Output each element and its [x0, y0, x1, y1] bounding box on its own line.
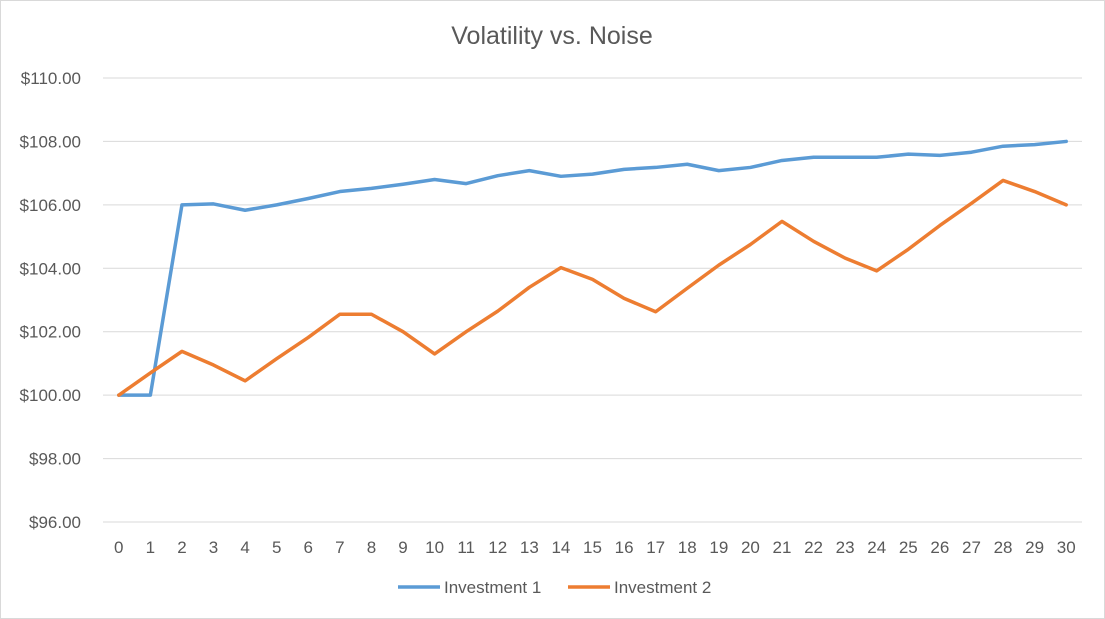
- x-tick-label: 5: [272, 538, 281, 557]
- y-tick-label: $108.00: [20, 132, 81, 151]
- legend-label-1: Investment 1: [444, 578, 541, 597]
- y-tick-label: $96.00: [29, 513, 81, 532]
- y-tick-label: $100.00: [20, 386, 81, 405]
- x-tick-label: 0: [114, 538, 123, 557]
- legend: Investment 1 Investment 2: [398, 578, 711, 597]
- x-tick-label: 25: [899, 538, 918, 557]
- x-tick-label: 8: [367, 538, 376, 557]
- x-tick-label: 2: [177, 538, 186, 557]
- chart-title: Volatility vs. Noise: [451, 22, 652, 50]
- x-tick-label: 18: [678, 538, 697, 557]
- y-tick-label: $98.00: [29, 450, 81, 469]
- x-tick-label: 17: [646, 538, 665, 557]
- x-tick-label: 19: [709, 538, 728, 557]
- y-tick-label: $104.00: [20, 259, 81, 278]
- y-tick-label: $102.00: [20, 323, 81, 342]
- x-tick-label: 29: [1025, 538, 1044, 557]
- x-tick-label: 6: [304, 538, 313, 557]
- x-tick-label: 27: [962, 538, 981, 557]
- series-lines: [117, 139, 1068, 397]
- x-tick-label: 23: [836, 538, 855, 557]
- legend-label-2: Investment 2: [614, 578, 711, 597]
- x-tick-label: 14: [551, 538, 570, 557]
- x-tick-label: 20: [741, 538, 760, 557]
- x-tick-label: 3: [209, 538, 218, 557]
- x-tick-label: 28: [994, 538, 1013, 557]
- x-tick-label: 30: [1057, 538, 1076, 557]
- x-tick-label: 1: [146, 538, 155, 557]
- x-tick-label: 9: [398, 538, 407, 557]
- series-line-2: [117, 178, 1068, 397]
- x-tick-label: 4: [240, 538, 249, 557]
- x-tick-label: 26: [930, 538, 949, 557]
- x-tick-label: 13: [520, 538, 539, 557]
- x-tick-label: 11: [457, 538, 475, 557]
- y-tick-label: $106.00: [20, 196, 81, 215]
- x-tick-label: 16: [615, 538, 634, 557]
- x-tick-label: 15: [583, 538, 602, 557]
- x-axis-tick-labels: 0 1 2 3 4 5 6 7 8 9 10 11 12 13 14 15 16 17 18 19 20 21 22 23 24…: [114, 538, 1076, 557]
- y-tick-label: $110.00: [21, 69, 81, 88]
- y-axis-tick-labels: $96.00 $98.00 $100.00 $102.00 $104.00 $106.00…: [20, 69, 81, 532]
- series-line-1: [117, 139, 1068, 397]
- x-tick-label: 24: [867, 538, 886, 557]
- x-tick-label: 10: [425, 538, 444, 557]
- x-tick-label: 22: [804, 538, 823, 557]
- x-tick-label: 12: [488, 538, 507, 557]
- x-tick-label: 7: [335, 538, 344, 557]
- x-tick-label: 21: [773, 538, 792, 557]
- gridlines: [103, 77, 1082, 523]
